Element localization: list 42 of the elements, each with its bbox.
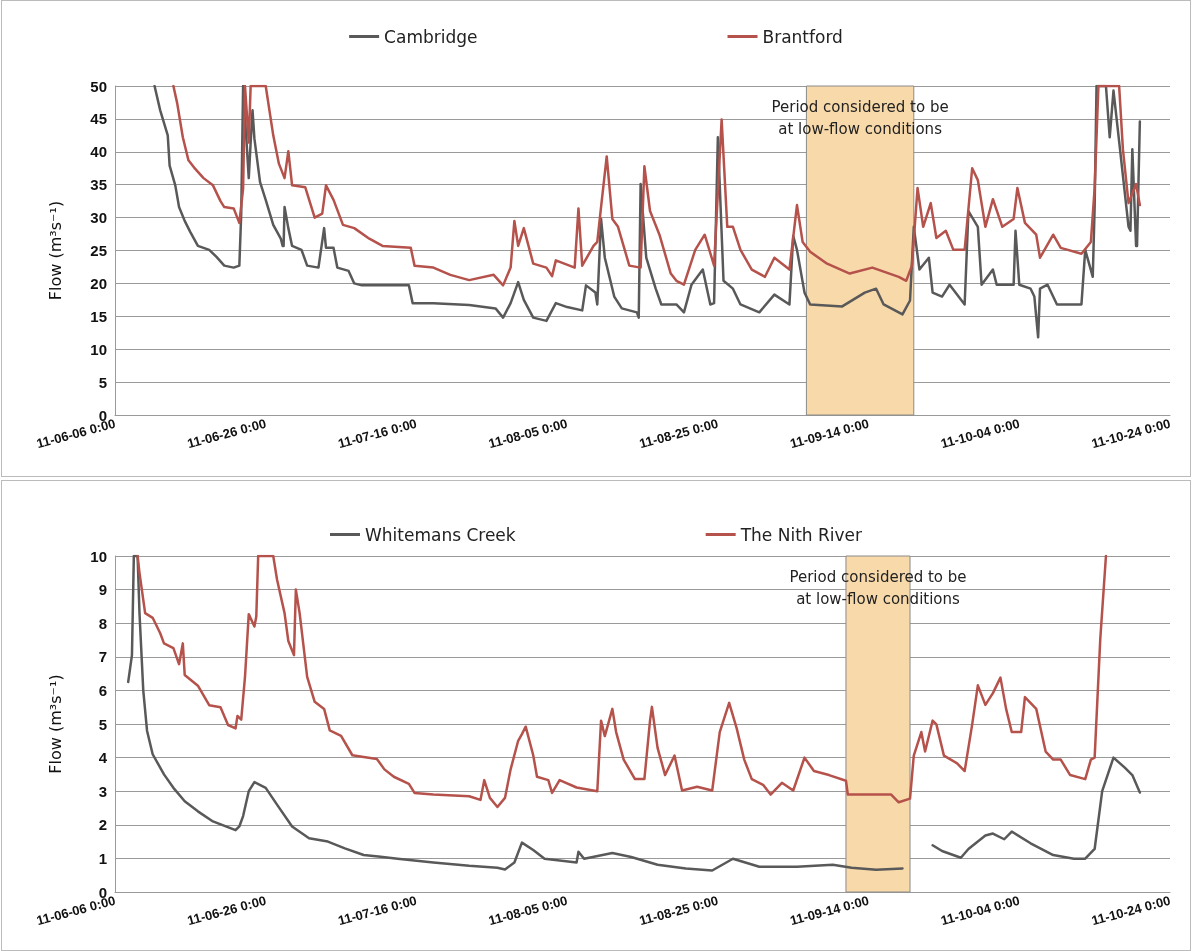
x-tick-label: 11-09-14 0:00 bbox=[788, 415, 871, 452]
y-tick-label: 8 bbox=[98, 614, 107, 632]
x-tick-label: 11-08-05 0:00 bbox=[487, 892, 570, 929]
y-tick-label: 2 bbox=[98, 816, 107, 834]
legend-label: Whitemans Creek bbox=[364, 524, 516, 545]
x-tick-label: 11-10-24 0:00 bbox=[1089, 892, 1172, 929]
y-axis-title: Flow (m³s⁻¹) bbox=[45, 674, 65, 774]
legend-label: The Nith River bbox=[739, 524, 863, 545]
y-tick-label: 7 bbox=[98, 648, 107, 666]
y-tick-label: 45 bbox=[90, 110, 107, 128]
y-tick-label: 6 bbox=[98, 681, 107, 699]
y-tick-label: 3 bbox=[98, 782, 107, 800]
y-tick-label: 20 bbox=[90, 274, 107, 292]
y-tick-label: 10 bbox=[90, 340, 107, 358]
y-tick-label: 10 bbox=[90, 547, 107, 565]
x-tick-label: 11-09-14 0:00 bbox=[788, 892, 871, 929]
y-tick-label: 5 bbox=[98, 373, 107, 391]
y-tick-label: 30 bbox=[90, 209, 107, 227]
x-tick-label: 11-06-26 0:00 bbox=[185, 415, 268, 452]
band-label: Period considered to be at low-flow conditions bbox=[789, 567, 967, 608]
y-tick-label: 15 bbox=[90, 307, 107, 325]
x-tick-label: 11-10-04 0:00 bbox=[939, 415, 1022, 452]
x-tick-label: 11-10-24 0:00 bbox=[1089, 415, 1172, 452]
band-label: Period considered to be at low-flow conditions bbox=[771, 97, 949, 138]
y-tick-label: 40 bbox=[90, 143, 107, 161]
y-tick-label: 9 bbox=[98, 581, 107, 599]
y-tick-label: 50 bbox=[90, 77, 107, 95]
x-tick-label: 11-07-16 0:00 bbox=[336, 415, 419, 452]
y-tick-label: 4 bbox=[98, 749, 108, 767]
y-tick-label: 25 bbox=[90, 242, 107, 259]
x-tick-label: 11-07-16 0:00 bbox=[336, 892, 419, 929]
y-tick-label: 1 bbox=[98, 849, 107, 867]
x-tick-label: 11-08-25 0:00 bbox=[637, 892, 720, 929]
x-tick-label: 11-06-26 0:00 bbox=[185, 892, 268, 929]
x-tick-label: 11-08-25 0:00 bbox=[637, 415, 720, 452]
x-tick-label: 11-08-05 0:00 bbox=[487, 415, 570, 452]
y-tick-label: 35 bbox=[90, 176, 107, 194]
legend-label: Brantford bbox=[762, 26, 843, 47]
y-axis-title: Flow (m³s⁻¹) bbox=[45, 200, 65, 301]
legend-label: Cambridge bbox=[384, 26, 478, 47]
x-tick-label: 11-10-04 0:00 bbox=[939, 892, 1022, 929]
y-tick-label: 5 bbox=[98, 715, 107, 733]
